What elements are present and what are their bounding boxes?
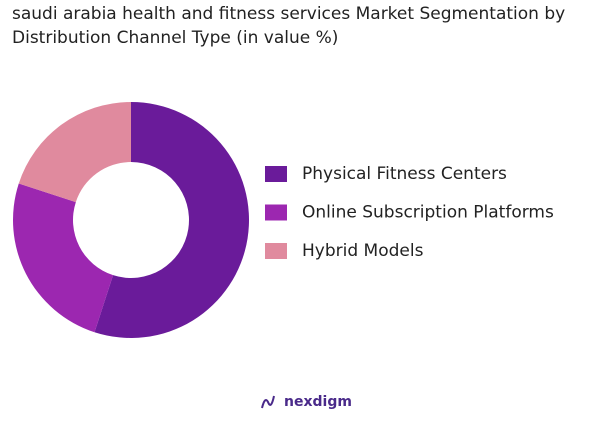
legend-swatch	[265, 204, 287, 221]
legend-swatch	[265, 166, 287, 182]
chart-title: saudi arabia health and fitness services…	[12, 4, 566, 48]
brand-name: nexdigm	[284, 394, 352, 410]
brand-logo	[261, 395, 275, 409]
slice	[12, 183, 114, 333]
legend-label: Online Subscription Platforms	[302, 203, 554, 223]
legend-label: Hybrid Models	[302, 241, 424, 261]
legend-swatch	[265, 243, 287, 259]
legend-label: Physical Fitness Centers	[302, 164, 507, 184]
slice	[94, 102, 250, 338]
slice	[18, 102, 132, 203]
